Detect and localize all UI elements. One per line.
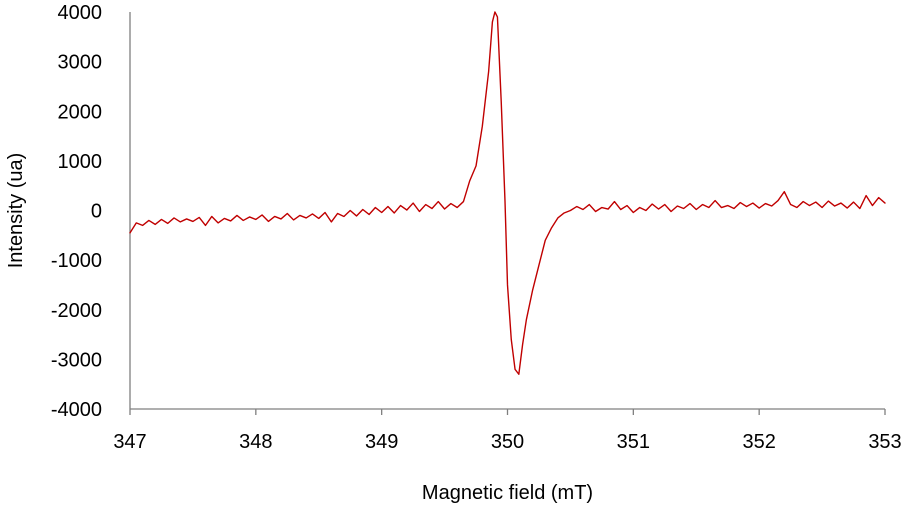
y-tick-label: 3000 (58, 52, 103, 74)
x-tick-label: 352 (742, 431, 775, 453)
y-tick-label: -1000 (51, 250, 102, 272)
y-tick-label: 2000 (58, 101, 103, 123)
y-tick-label: -2000 (51, 300, 102, 322)
y-tick-label: 1000 (58, 151, 103, 173)
x-axis-title: Magnetic field (mT) (422, 482, 593, 504)
x-tick-label: 347 (113, 431, 146, 453)
y-tick-label: -4000 (51, 399, 102, 421)
x-tick-label: 349 (365, 431, 398, 453)
intensity-series-line (129, 11, 886, 375)
y-tick-label: 0 (91, 201, 102, 223)
x-tick-label: 353 (868, 431, 901, 453)
y-axis-ticks: 4000 3000 2000 1000 0 -1000 -2000 -3000 -4000 (51, 2, 102, 421)
x-tick-label: 348 (239, 431, 272, 453)
x-tick-label: 351 (617, 431, 650, 453)
y-axis-title: Intensity (ua) (5, 153, 27, 269)
y-tick-label: -3000 (51, 349, 102, 371)
x-tick-label: 350 (491, 431, 524, 453)
x-axis-ticks: 347 348 349 350 351 352 353 (113, 409, 902, 453)
y-tick-label: 4000 (58, 2, 103, 24)
series-group (129, 11, 886, 375)
